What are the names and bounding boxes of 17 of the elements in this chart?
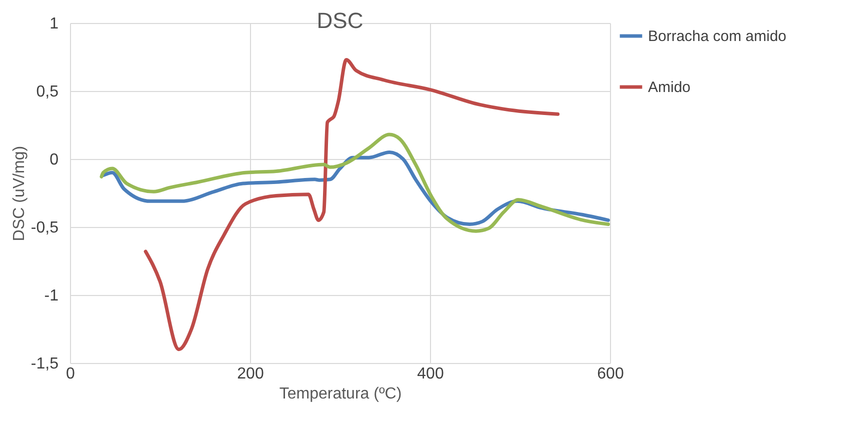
x-axis-title: Temperatura (ºC) [279, 386, 402, 402]
line-series [100, 132, 610, 233]
y-tick-label: 0 [50, 152, 59, 168]
y-axis-title: DSC (uV/mg) [10, 146, 28, 242]
x-tick-label: 600 [597, 366, 624, 382]
y-tick-label: -1,5 [30, 356, 59, 372]
x-tick-label: 200 [237, 366, 264, 382]
legend-label: Borracha com amido [648, 28, 786, 45]
y-tick-label: -0,5 [30, 220, 59, 236]
chart-title: DSC [316, 8, 364, 33]
x-tick-label: 0 [66, 366, 76, 382]
y-tick-label: 1 [50, 16, 59, 32]
line-series [144, 58, 560, 352]
y-tick-label: 0,5 [36, 84, 59, 100]
x-tick-label: 400 [417, 366, 444, 382]
y-tick-label: -1 [44, 288, 59, 304]
legend-label: Amido [648, 79, 691, 96]
